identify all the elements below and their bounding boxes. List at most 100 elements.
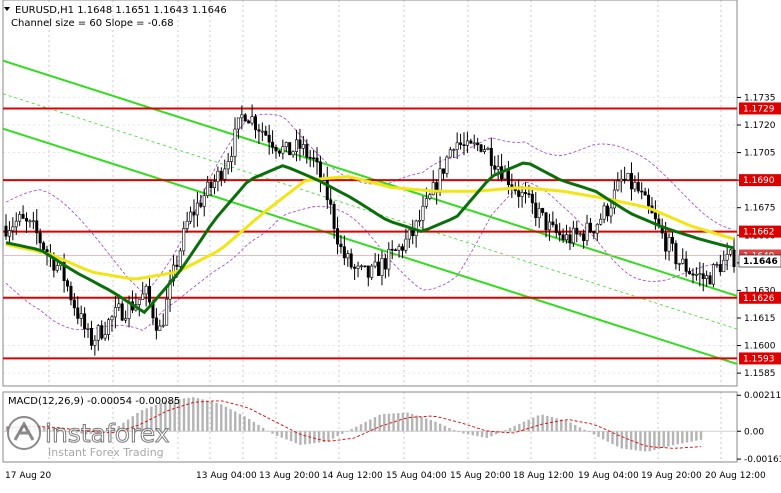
candle-body[interactable] — [732, 249, 736, 267]
candle-body[interactable] — [667, 236, 671, 252]
candle-body[interactable] — [681, 258, 685, 264]
candle-body[interactable] — [588, 222, 592, 232]
candle-body[interactable] — [11, 226, 15, 231]
candle-body[interactable] — [578, 233, 582, 236]
candle-body[interactable] — [558, 232, 562, 236]
candle-body[interactable] — [38, 232, 42, 244]
candle-body[interactable] — [185, 220, 189, 229]
candle-body[interactable] — [541, 208, 545, 213]
candle-body[interactable] — [76, 307, 80, 319]
candle-body[interactable] — [626, 173, 630, 181]
candle-body[interactable] — [72, 299, 76, 309]
candle-body[interactable] — [189, 211, 193, 222]
candle-body[interactable] — [390, 248, 394, 251]
candle-body[interactable] — [599, 218, 603, 225]
candle-body[interactable] — [486, 148, 490, 150]
candle-body[interactable] — [89, 328, 93, 346]
candle-body[interactable] — [96, 325, 100, 341]
candle-body[interactable] — [230, 156, 234, 162]
candle-body[interactable] — [25, 218, 29, 222]
candle-body[interactable] — [79, 313, 83, 319]
candle-body[interactable] — [452, 149, 456, 151]
candle-body[interactable] — [199, 202, 203, 207]
candle-body[interactable] — [305, 144, 309, 158]
candle-body[interactable] — [206, 181, 210, 196]
candlesticks[interactable] — [4, 104, 736, 356]
candle-body[interactable] — [93, 339, 97, 346]
candle-body[interactable] — [148, 286, 152, 303]
candle-body[interactable] — [113, 307, 117, 318]
candle-body[interactable] — [366, 265, 370, 278]
candle-body[interactable] — [295, 139, 299, 152]
candle-body[interactable] — [537, 208, 541, 218]
dropdown-arrow-icon[interactable] — [4, 7, 10, 11]
candle-body[interactable] — [438, 168, 442, 193]
candle-body[interactable] — [4, 225, 8, 237]
candle-body[interactable] — [165, 298, 169, 326]
candle-body[interactable] — [325, 177, 329, 201]
candle-body[interactable] — [561, 234, 565, 241]
candle-body[interactable] — [664, 232, 668, 252]
candle-body[interactable] — [729, 249, 733, 255]
candle-body[interactable] — [448, 149, 452, 158]
candle-body[interactable] — [551, 221, 555, 225]
candle-body[interactable] — [243, 114, 247, 122]
candle-body[interactable] — [175, 264, 179, 267]
candle-body[interactable] — [404, 238, 408, 251]
candle-body[interactable] — [380, 258, 384, 276]
candle-body[interactable] — [363, 265, 367, 268]
candle-body[interactable] — [236, 117, 240, 130]
candle-body[interactable] — [616, 180, 620, 191]
candle-body[interactable] — [267, 134, 271, 143]
candle-body[interactable] — [715, 264, 719, 266]
candle-body[interactable] — [517, 190, 521, 197]
candle-body[interactable] — [534, 202, 538, 218]
candle-body[interactable] — [489, 148, 493, 167]
candle-body[interactable] — [694, 273, 698, 276]
candle-body[interactable] — [260, 130, 264, 133]
candle-body[interactable] — [291, 151, 295, 156]
candle-body[interactable] — [725, 254, 729, 261]
candle-body[interactable] — [356, 265, 360, 269]
candle-body[interactable] — [359, 265, 363, 268]
candle-body[interactable] — [301, 144, 305, 149]
candle-body[interactable] — [629, 173, 633, 190]
candle-body[interactable] — [284, 142, 288, 147]
candle-body[interactable] — [226, 161, 230, 170]
candle-body[interactable] — [31, 220, 35, 223]
candle-body[interactable] — [424, 198, 428, 207]
candle-body[interactable] — [100, 325, 104, 339]
candle-body[interactable] — [623, 178, 627, 181]
candle-body[interactable] — [400, 246, 404, 251]
candle-body[interactable] — [585, 222, 589, 241]
candle-body[interactable] — [83, 313, 87, 330]
candle-body[interactable] — [312, 157, 316, 160]
candle-body[interactable] — [254, 116, 258, 131]
candle-body[interactable] — [349, 253, 353, 268]
candle-body[interactable] — [482, 149, 486, 152]
candle-body[interactable] — [609, 207, 613, 217]
candle-body[interactable] — [21, 213, 25, 219]
candle-body[interactable] — [691, 273, 695, 276]
candle-body[interactable] — [705, 275, 709, 280]
candle-body[interactable] — [240, 114, 244, 119]
candle-body[interactable] — [178, 250, 182, 267]
candle-body[interactable] — [592, 231, 596, 234]
candle-body[interactable] — [250, 116, 254, 124]
candle-body[interactable] — [141, 293, 145, 300]
candle-body[interactable] — [257, 129, 261, 132]
candle-body[interactable] — [441, 168, 445, 174]
candle-body[interactable] — [332, 204, 336, 229]
candle-body[interactable] — [209, 181, 213, 188]
candle-body[interactable] — [281, 146, 285, 154]
candle-body[interactable] — [107, 319, 111, 335]
candle-body[interactable] — [42, 242, 46, 250]
candle-body[interactable] — [643, 191, 647, 196]
candle-body[interactable] — [264, 130, 268, 136]
candle-body[interactable] — [701, 273, 705, 280]
candle-body[interactable] — [137, 299, 141, 305]
candle-body[interactable] — [462, 144, 466, 146]
candle-body[interactable] — [342, 246, 346, 259]
candle-body[interactable] — [718, 264, 722, 273]
candle-body[interactable] — [476, 142, 480, 146]
